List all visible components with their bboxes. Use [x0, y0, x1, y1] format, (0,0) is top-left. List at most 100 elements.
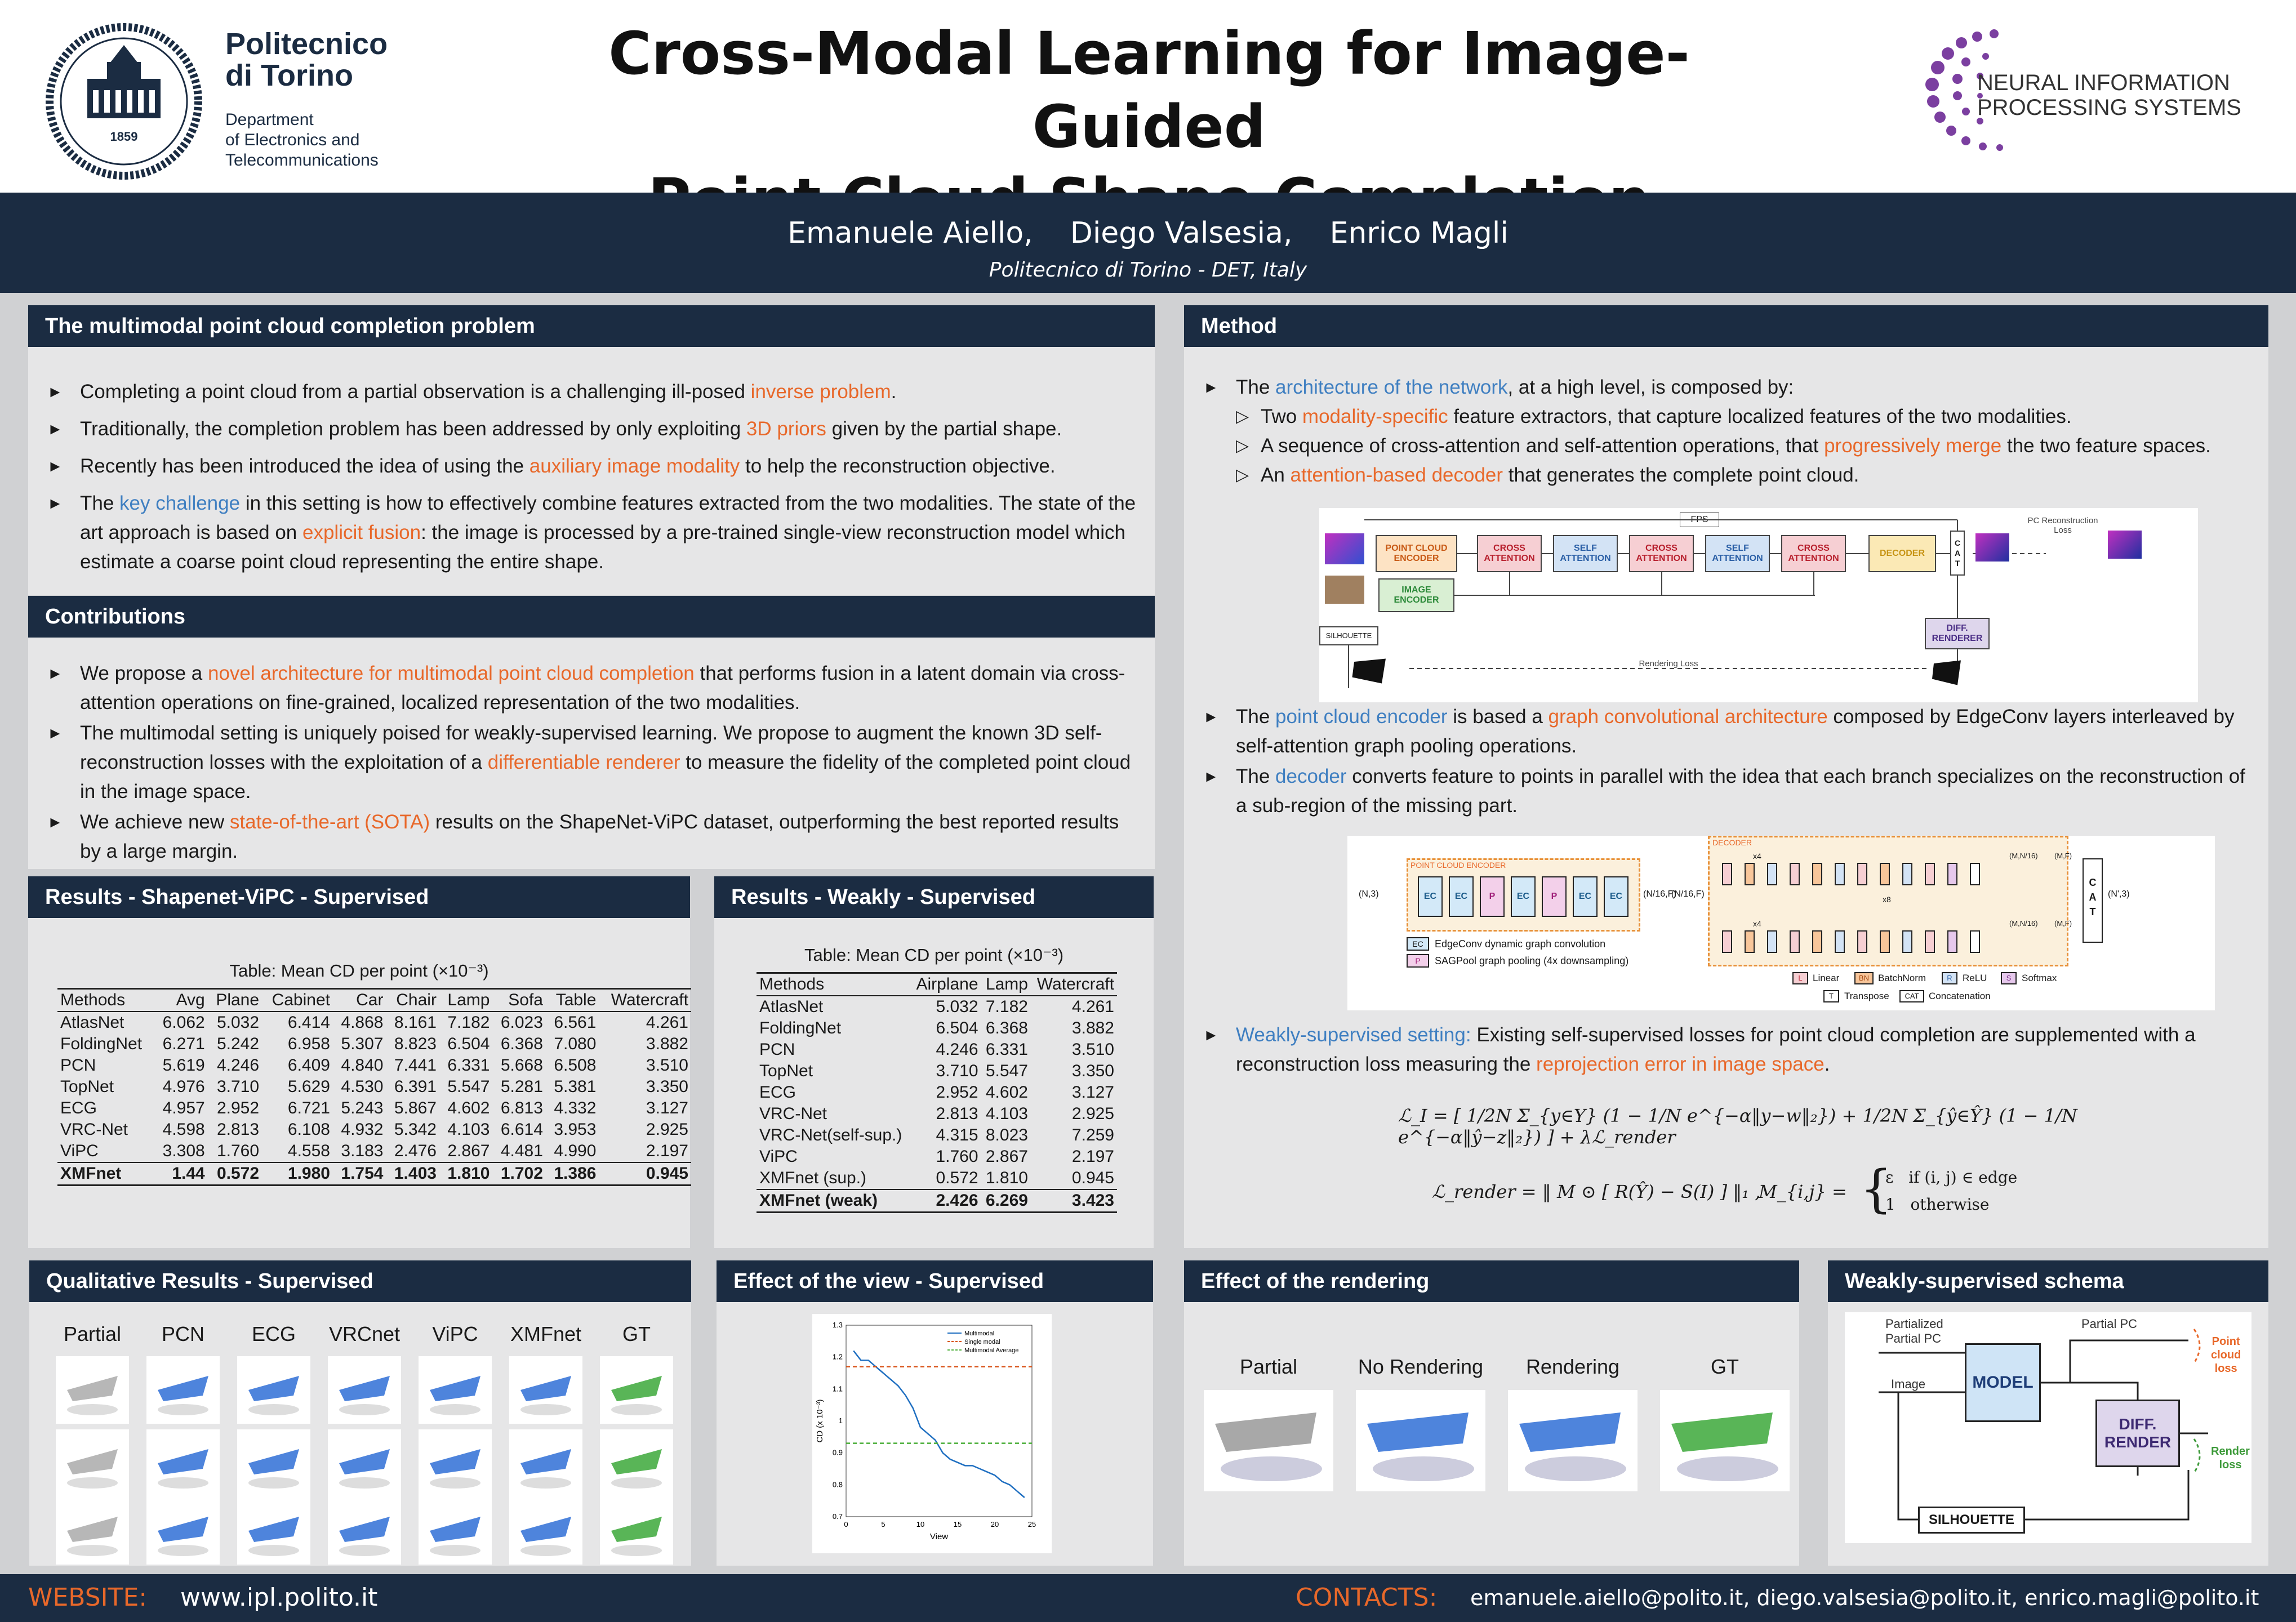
decoder-dim2-bottom: (M,F) — [2054, 919, 2072, 928]
table-cell: ViPC — [759, 1147, 798, 1166]
column-header: Sofa — [508, 991, 543, 1009]
table-cell: 4.602 — [985, 1083, 1028, 1102]
legend-label: Multimodal — [964, 1330, 994, 1337]
point-cloud-icon — [430, 1376, 480, 1415]
table-cell: VRC-Net — [759, 1104, 827, 1123]
table-cell: 3.710 — [216, 1077, 260, 1096]
diff-renderer-box: DIFF. RENDERER — [1925, 618, 1990, 649]
x-axis-label: View — [930, 1532, 948, 1541]
contrib-bullet-1: We propose a novel architecture for mult… — [45, 659, 1143, 718]
rendering-thumbnail — [1508, 1390, 1638, 1491]
rendering-effect-section: Effect of the rendering Partial No Render… — [1184, 1260, 1799, 1566]
table-cell: TopNet — [60, 1077, 114, 1096]
table-cell: 4.976 — [162, 1077, 205, 1096]
contacts-emails[interactable]: emanuele.aiello@polito.it, diego.valsesi… — [1470, 1585, 2259, 1610]
table-cell: 0.572 — [936, 1169, 978, 1187]
point-cloud-icon — [248, 1449, 299, 1489]
mask-equation-lhs: M_{i,j} = — [1759, 1181, 1847, 1202]
highlight: graph convolutional architecture — [1548, 706, 1828, 728]
table-cell: 3.127 — [1071, 1083, 1114, 1102]
qualitative-thumbnail — [328, 1497, 401, 1565]
table-cell: ECG — [759, 1083, 797, 1102]
legend-cat-text: Concatenation — [1929, 991, 1991, 1001]
table-cell: 5.629 — [287, 1077, 330, 1096]
encoder-output-dim: (N/16,F) — [1643, 889, 1676, 899]
column-header: Table — [555, 991, 597, 1009]
contrib-bullet-2: The multimodal setting is uniquely poise… — [45, 719, 1143, 806]
table-cell: 2.476 — [394, 1142, 437, 1160]
x-tick-label: 0 — [844, 1520, 848, 1529]
table-cell: 3.882 — [646, 1035, 688, 1053]
table-cell: 6.368 — [985, 1019, 1028, 1037]
series-line — [853, 1350, 1025, 1498]
decoder-layer-block — [1790, 863, 1800, 885]
column-header: Watercraft — [1036, 975, 1114, 993]
y-tick-label: 1.2 — [833, 1353, 843, 1361]
mask-case-1: ε if (i, j) ∈ edge — [1885, 1168, 2018, 1187]
qualitative-thumbnail — [56, 1429, 129, 1497]
table-cell: 1.810 — [985, 1169, 1028, 1187]
text: , at a high level, is composed by: — [1507, 376, 1794, 398]
table-cell: 4.957 — [162, 1099, 205, 1117]
decoder-dim2-top: (M,F) — [2054, 852, 2072, 860]
qualitative-thumbnail — [237, 1497, 310, 1565]
highlight: auxiliary image modality — [529, 455, 740, 477]
decoder-input-dim: (N/16,F) — [1671, 889, 1705, 899]
view-effect-chart: 0 5 10 15 20 25 0.7 0.8 0.9 1 1.1 1.2 1.3 View CD (x 1… — [815, 1321, 1036, 1541]
qualitative-column-label: VRCnet — [328, 1322, 401, 1345]
decoder-layer-block — [1745, 930, 1755, 953]
x-tick-label: 10 — [916, 1520, 924, 1529]
point-cloud-icon — [611, 1517, 662, 1556]
point-cloud-icon — [248, 1517, 299, 1556]
table-cell: 6.508 — [554, 1056, 597, 1075]
qualitative-thumbnail — [328, 1356, 401, 1424]
results-weak-heading: Results - Weakly - Supervised — [714, 876, 1154, 918]
table-cell: 7.259 — [1071, 1126, 1114, 1144]
problem-section: The multimodal point cloud completion pr… — [28, 305, 1155, 595]
point-cloud-icon — [611, 1376, 662, 1415]
author-names: Emanuele Aiello, Diego Valsesia, Enrico … — [787, 216, 1509, 250]
legend-r-swatch: R — [1942, 972, 1957, 984]
website-link[interactable]: www.ipl.polito.it — [180, 1583, 378, 1612]
table-cell: 8.823 — [394, 1035, 437, 1053]
column-header: Methods — [759, 975, 825, 993]
legend-label: Multimodal Average — [964, 1347, 1018, 1354]
table-cell: AtlasNet — [60, 1013, 124, 1032]
table-cell: 6.331 — [447, 1056, 490, 1075]
table-cell: 0.572 — [216, 1164, 260, 1183]
table-cell: 6.504 — [447, 1035, 490, 1053]
weak-schema-arrows — [1879, 1329, 2208, 1521]
qualitative-thumbnail — [237, 1356, 310, 1424]
point-cloud-icon — [158, 1449, 208, 1489]
table-cell: 4.332 — [554, 1099, 597, 1117]
table-row: VRC-Net(self-sup.) 4.315 8.023 7.259 — [757, 1125, 1117, 1146]
method-bullets-mid: The point cloud encoder is based a graph… — [1201, 702, 2257, 828]
output-pc-thumb — [1975, 533, 2009, 562]
problem-bullet-3: Recently has been introduced the idea of… — [45, 452, 1143, 481]
render-loss-line2: loss — [2219, 1459, 2242, 1471]
polito-name: Politecnico di Torino — [225, 28, 388, 91]
point-cloud-icon — [520, 1449, 571, 1489]
table-cell: 1.810 — [447, 1164, 490, 1183]
table-cell: PCN — [60, 1056, 96, 1075]
table-cell: 1.44 — [172, 1164, 205, 1183]
problem-bullets: Completing a point cloud from a partial … — [45, 377, 1143, 585]
contrib-bullet-3: We achieve new state-of-the-art (SOTA) r… — [45, 808, 1143, 866]
text: The — [80, 492, 120, 514]
qualitative-thumbnail — [419, 1429, 492, 1497]
method-bullet-4: Weakly-supervised setting: Existing self… — [1201, 1021, 2257, 1079]
diff-render-line2: RENDER — [2104, 1433, 2172, 1451]
qualitative-thumbnail — [146, 1429, 220, 1497]
decoder-layer-block — [1857, 863, 1867, 885]
table-cell: 5.668 — [500, 1056, 543, 1075]
table-cell: 4.261 — [646, 1013, 688, 1032]
method-bullet-1: The architecture of the network, at a hi… — [1201, 373, 2257, 490]
y-axis-label: CD (x 10⁻³) — [815, 1399, 825, 1442]
table-cell: 4.990 — [554, 1142, 597, 1160]
pc-loss-line1: Point — [2212, 1335, 2240, 1348]
point-cloud-icon — [339, 1376, 390, 1415]
weak-schema-section: Weakly-supervised schema Partialized Par… — [1828, 1260, 2268, 1566]
table-row: FoldingNet 6.504 6.368 3.882 — [757, 1018, 1117, 1039]
highlight: novel architecture for multimodal point … — [208, 662, 695, 684]
table-cell: 6.813 — [500, 1099, 543, 1117]
